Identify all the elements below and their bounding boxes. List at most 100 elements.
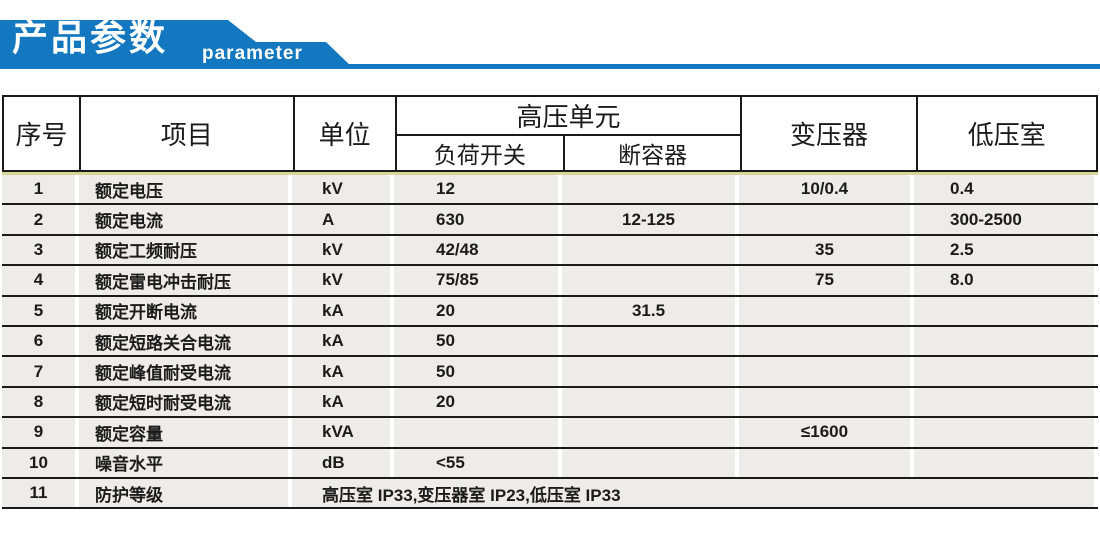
cell-unit: kV (292, 175, 390, 204)
cell-lv-room (914, 357, 1094, 386)
cell-transformer: 75 (739, 266, 910, 295)
cell-no: 10 (2, 448, 75, 477)
cell-span-value: 高压室 IP33,变压器室 IP23,低压室 IP33 (292, 478, 1094, 508)
cell-unit: kVA (292, 418, 390, 447)
cell-fuse: 31.5 (562, 296, 735, 325)
cell-item: 额定工频耐压 (79, 235, 288, 265)
table-row: 1 额定电压 kV 12 10/0.4 0.4 (2, 175, 1098, 206)
cell-no: 8 (2, 387, 75, 417)
table-row: 9 额定容量 kVA ≤1600 (2, 418, 1098, 449)
cell-item: 额定开断电流 (79, 296, 288, 325)
cell-lv-room (914, 387, 1094, 417)
cell-no: 5 (2, 296, 75, 325)
table-row: 8 额定短时耐受电流 kA 20 (2, 387, 1098, 419)
cell-unit: kA (292, 387, 390, 417)
cell-load-switch: 20 (394, 296, 558, 325)
banner-underline (0, 64, 1100, 69)
cell-lv-room: 8.0 (914, 266, 1094, 295)
cell-fuse (562, 387, 735, 417)
header-col-hv-unit: 高压单元 (394, 95, 743, 136)
cell-load-switch: 630 (394, 205, 558, 234)
cell-no: 7 (2, 357, 75, 386)
cell-load-switch: 20 (394, 387, 558, 417)
cell-item: 额定容量 (79, 418, 288, 447)
table-row: 6 额定短路关合电流 kA 50 (2, 326, 1098, 358)
cell-unit: kV (292, 235, 390, 265)
header-col-load-switch: 负荷开关 (394, 134, 565, 172)
cell-lv-room (914, 448, 1094, 477)
table-row: 4 额定雷电冲击耐压 kV 75/85 75 8.0 (2, 266, 1098, 297)
cell-item: 额定雷电冲击耐压 (79, 266, 288, 295)
header-col-no: 序号 (1, 95, 82, 172)
cell-lv-room (914, 326, 1094, 356)
cell-transformer (739, 326, 910, 356)
cell-transformer (739, 357, 910, 386)
cell-item: 额定电压 (79, 175, 288, 204)
cell-unit: kA (292, 296, 390, 325)
cell-unit: A (292, 205, 390, 234)
banner: 产品参数 parameter (0, 0, 1100, 80)
header-col-fuse: 断容器 (562, 134, 743, 172)
cell-transformer: ≤1600 (739, 418, 910, 447)
cell-load-switch: 42/48 (394, 235, 558, 265)
table-row: 7 额定峰值耐受电流 kA 50 (2, 357, 1098, 388)
cell-fuse (562, 235, 735, 265)
cell-fuse: 12-125 (562, 205, 735, 234)
cell-transformer: 35 (739, 235, 910, 265)
cell-item: 防护等级 (79, 478, 288, 508)
cell-fuse (562, 448, 735, 477)
cell-fuse (562, 418, 735, 447)
cell-no: 9 (2, 418, 75, 447)
cell-no: 1 (2, 175, 75, 204)
cell-fuse (562, 266, 735, 295)
cell-lv-room (914, 296, 1094, 325)
cell-no: 4 (2, 266, 75, 295)
cell-transformer (739, 387, 910, 417)
cell-transformer (739, 448, 910, 477)
cell-item: 噪音水平 (79, 448, 288, 477)
cell-load-switch: 50 (394, 357, 558, 386)
table-row: 5 额定开断电流 kA 20 31.5 (2, 296, 1098, 327)
cell-no: 11 (2, 478, 75, 508)
cell-transformer (739, 205, 910, 234)
cell-unit: kV (292, 266, 390, 295)
header-col-transformer: 变压器 (740, 95, 918, 172)
table-header: 序号 项目 单位 高压单元 变压器 低压室 负荷开关 断容器 (1, 95, 1099, 172)
cell-item: 额定峰值耐受电流 (79, 357, 288, 386)
cell-item: 额定短时耐受电流 (79, 387, 288, 417)
table-body: 1 额定电压 kV 12 10/0.4 0.4 2 额定电流 A 630 12-125 300-250… (2, 175, 1098, 510)
cell-transformer: 10/0.4 (739, 175, 910, 204)
cell-load-switch: <55 (394, 448, 558, 477)
cell-no: 3 (2, 235, 75, 265)
header-col-item: 项目 (79, 95, 295, 172)
cell-unit: kA (292, 357, 390, 386)
table-row: 3 额定工频耐压 kV 42/48 35 2.5 (2, 235, 1098, 267)
header-accent-line (2, 172, 1098, 175)
table-row: 10 噪音水平 dB <55 (2, 448, 1098, 479)
cell-load-switch: 12 (394, 175, 558, 204)
parameters-table: 序号 项目 单位 高压单元 变压器 低压室 负荷开关 断容器 1 额定电压 kV 12… (1, 95, 1099, 510)
cell-fuse (562, 175, 735, 204)
cell-lv-room: 2.5 (914, 235, 1094, 265)
cell-lv-room: 0.4 (914, 175, 1094, 204)
table-row: 11 防护等级 高压室 IP33,变压器室 IP23,低压室 IP33 (2, 478, 1098, 510)
cell-unit: kA (292, 326, 390, 356)
cell-unit: dB (292, 448, 390, 477)
cell-load-switch (394, 418, 558, 447)
cell-fuse (562, 357, 735, 386)
page-title: 产品参数 (12, 17, 169, 58)
header-col-lv-room: 低压室 (915, 95, 1099, 172)
cell-no: 6 (2, 326, 75, 356)
cell-lv-room (914, 418, 1094, 447)
page-subtitle: parameter (202, 43, 303, 64)
table-row: 2 额定电流 A 630 12-125 300-2500 (2, 205, 1098, 236)
cell-load-switch: 75/85 (394, 266, 558, 295)
header-col-unit: 单位 (292, 95, 397, 172)
cell-load-switch: 50 (394, 326, 558, 356)
cell-transformer (739, 296, 910, 325)
cell-item: 额定电流 (79, 205, 288, 234)
cell-item: 额定短路关合电流 (79, 326, 288, 356)
cell-fuse (562, 326, 735, 356)
cell-lv-room: 300-2500 (914, 205, 1094, 234)
